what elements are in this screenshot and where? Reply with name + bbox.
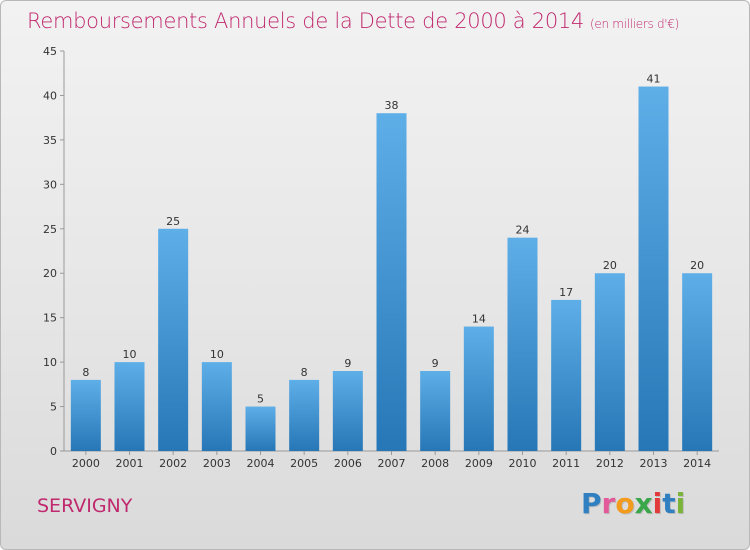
x-tick-label: 2002	[159, 457, 187, 470]
x-tick-label: 2005	[290, 457, 318, 470]
bar	[245, 406, 276, 451]
title-unit: (en milliers d'€)	[590, 17, 680, 31]
y-tick-label: 25	[43, 223, 57, 236]
bar	[420, 371, 451, 451]
bar-value-label: 25	[166, 215, 180, 228]
chart-title: Remboursements Annuels de la Dette de 20…	[27, 9, 679, 33]
y-tick-label: 45	[43, 45, 57, 58]
logo-letter: P	[581, 487, 602, 520]
y-tick-label: 15	[43, 312, 57, 325]
bar-value-label: 10	[123, 348, 137, 361]
x-tick-label: 2001	[116, 457, 144, 470]
bar	[376, 113, 407, 451]
bar	[463, 326, 494, 451]
x-tick-label: 2000	[72, 457, 100, 470]
x-tick-label: 2010	[509, 457, 537, 470]
proxiti-logo: Proxiti	[581, 487, 685, 520]
bar-value-label: 9	[344, 357, 351, 370]
x-tick-label: 2012	[596, 457, 624, 470]
bar	[70, 379, 101, 451]
bar	[682, 273, 713, 451]
bar	[594, 273, 625, 451]
x-tick-label: 2013	[640, 457, 668, 470]
y-tick-label: 5	[50, 401, 57, 414]
bar	[332, 371, 363, 451]
bar-value-label: 10	[210, 348, 224, 361]
logo-letter: i	[652, 487, 663, 520]
bar	[551, 299, 582, 451]
y-tick-label: 30	[43, 178, 57, 191]
x-tick-label: 2007	[378, 457, 406, 470]
logo-letter: r	[601, 487, 616, 520]
bar	[638, 86, 669, 452]
bar-value-label: 8	[301, 366, 308, 379]
town-name: SERVIGNY	[37, 495, 133, 517]
bar-value-label: 14	[472, 313, 486, 326]
logo-letter: x	[634, 487, 653, 520]
bar	[507, 237, 538, 451]
y-tick-label: 10	[43, 356, 57, 369]
y-tick-label: 20	[43, 267, 57, 280]
x-tick-label: 2014	[683, 457, 711, 470]
logo-letter: t	[662, 487, 676, 520]
logo-letter: o	[615, 487, 635, 520]
bar-value-label: 20	[603, 259, 617, 272]
x-tick-label: 2003	[203, 457, 231, 470]
bar-value-label: 17	[559, 286, 573, 299]
bar	[201, 362, 232, 451]
bar-value-label: 24	[516, 224, 530, 237]
logo-letter: i	[675, 487, 686, 520]
y-tick-label: 40	[43, 89, 57, 102]
bar-value-label: 8	[82, 366, 89, 379]
chart-axes: 0 5 10 15 20 25 30 35 40 45 2000 2001 2002 2003 2004 20…	[43, 45, 719, 470]
x-tick-label: 2009	[465, 457, 493, 470]
bar	[289, 379, 320, 451]
bar	[158, 228, 189, 451]
y-tick-label: 35	[43, 134, 57, 147]
bar-value-label: 9	[432, 357, 439, 370]
bar-value-label: 38	[385, 99, 399, 112]
x-tick-label: 2008	[421, 457, 449, 470]
title-text: Remboursements Annuels de la Dette de 20…	[27, 9, 584, 33]
x-tick-label: 2011	[552, 457, 580, 470]
bar-value-label: 20	[690, 259, 704, 272]
x-tick-label: 2004	[247, 457, 275, 470]
x-tick-label: 2006	[334, 457, 362, 470]
bar-value-label: 5	[257, 393, 264, 406]
bar-value-label: 41	[647, 73, 661, 86]
bar	[114, 362, 145, 451]
y-tick-label: 0	[50, 445, 57, 458]
chart-bars: 8 10 25 10 5 8 9 38 9 14 24 17 20 41 20	[70, 73, 713, 452]
